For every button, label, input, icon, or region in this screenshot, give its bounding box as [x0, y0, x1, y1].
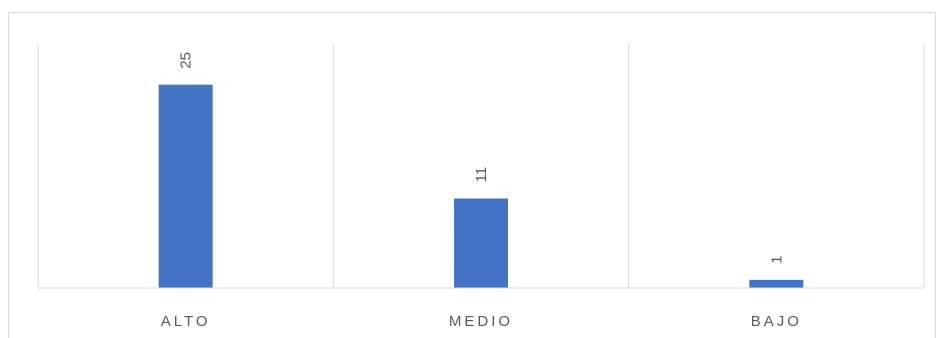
bar-bajo	[749, 279, 804, 288]
bar-alto	[158, 84, 213, 289]
value-label-medio: 11	[473, 167, 490, 183]
category-grid-lines	[37, 44, 925, 288]
category-labels-group: ALTO MEDIO BAJO	[161, 313, 802, 330]
value-label-alto: 25	[178, 52, 195, 69]
value-label-bajo: 1	[768, 256, 785, 264]
bars-group	[158, 84, 804, 289]
category-label-medio: MEDIO	[449, 313, 513, 330]
category-label-bajo: BAJO	[751, 313, 802, 330]
category-label-alto: ALTO	[161, 313, 211, 330]
chart-frame	[8, 12, 936, 338]
bar-medio	[454, 198, 508, 288]
